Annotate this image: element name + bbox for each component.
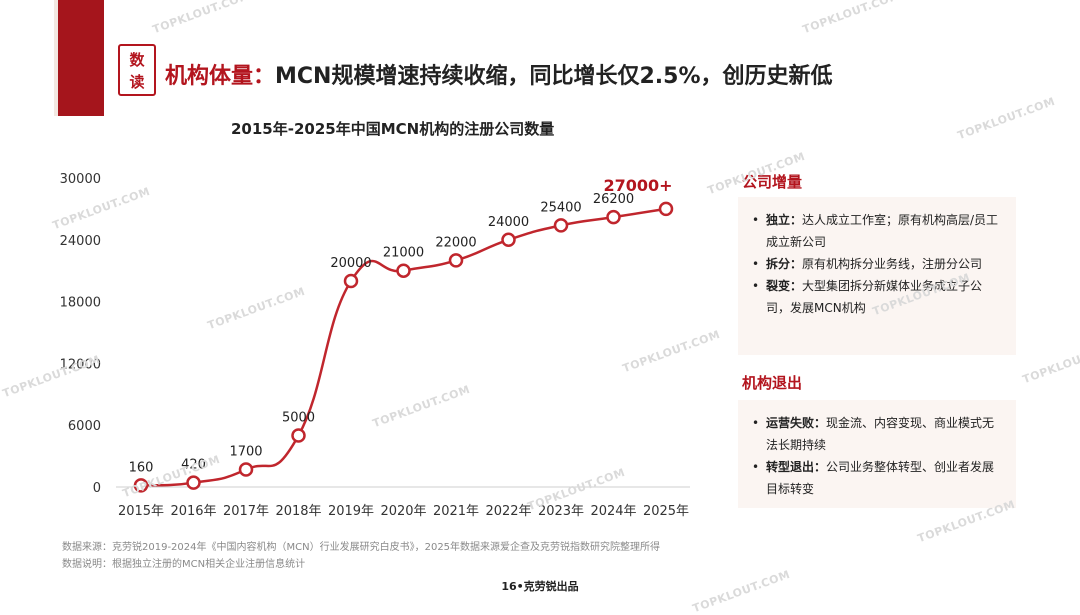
- x-tick-label: 2015年: [118, 504, 164, 519]
- data-point: [291, 428, 306, 443]
- exit-item-text: 现金流、内容变现、商业模式无法长期持续: [766, 416, 995, 452]
- watermark: TOPKLOUT.COM: [1020, 338, 1080, 387]
- increase-item: 拆分：原有机构拆分业务线，注册分公司: [752, 253, 1002, 275]
- increase-item-text: 达人成立工作室；原有机构高层/员工成立新公司: [766, 213, 999, 249]
- data-label: 24000: [488, 215, 529, 230]
- x-tick-label: 2022年: [485, 504, 531, 519]
- increase-item-text: 原有机构拆分业务线，注册分公司: [802, 257, 983, 271]
- increase-item: 独立：达人成立工作室；原有机构高层/员工成立新公司: [752, 209, 1002, 253]
- x-tick-label: 2021年: [433, 504, 479, 519]
- headline-text: MCN规模增速持续收缩，同比增长仅2.5%，创历史新低: [275, 64, 833, 89]
- watermark: TOPKLOUT.COM: [800, 0, 902, 37]
- header-accent-stripe: [54, 0, 58, 116]
- panel-increase: 独立：达人成立工作室；原有机构高层/员工成立新公司拆分：原有机构拆分业务线，注册…: [738, 197, 1016, 355]
- x-tick-label: 2023年: [538, 504, 584, 519]
- chart-title: 2015年-2025年中国MCN机构的注册公司数量: [231, 120, 555, 138]
- x-tick-label: 2018年: [275, 504, 321, 519]
- exit-item: 运营失败：现金流、内容变现、商业模式无法长期持续: [752, 412, 1002, 456]
- data-source-note: 数据来源：克劳锐2019-2024年《中国内容机构（MCN）行业发展研究白皮书》…: [62, 542, 661, 553]
- data-label: 1700: [229, 444, 262, 459]
- exit-item-text: 公司业务整体转型、创业者发展目标转变: [766, 460, 995, 496]
- x-tick-label: 2017年: [223, 504, 269, 519]
- x-tick-label: 2016年: [170, 504, 216, 519]
- data-point: [186, 475, 201, 490]
- data-label: 5000: [282, 411, 315, 426]
- data-label: 22000: [435, 235, 476, 250]
- increase-list: 独立：达人成立工作室；原有机构高层/员工成立新公司拆分：原有机构拆分业务线，注册…: [738, 197, 1016, 319]
- data-point: [448, 253, 464, 268]
- section-tag-line1: 数: [129, 51, 145, 69]
- panel-increase-title: 公司增量: [742, 173, 803, 191]
- header-accent-bar: [58, 0, 104, 116]
- page-headline: 机构体量：MCN规模增速持续收缩，同比增长仅2.5%，创历史新低: [165, 58, 832, 90]
- y-tick-label: 0: [93, 481, 101, 496]
- x-tick-label: 2020年: [380, 504, 426, 519]
- y-tick-label: 24000: [60, 234, 101, 249]
- increase-item-label: 拆分：: [766, 257, 803, 271]
- y-tick-label: 6000: [68, 419, 101, 434]
- exit-list: 运营失败：现金流、内容变现、商业模式无法长期持续转型退出：公司业务整体转型、创业…: [738, 400, 1016, 500]
- increase-item-label: 独立：: [766, 213, 803, 227]
- data-description-note: 数据说明：根据独立注册的MCN相关企业注册信息统计: [62, 559, 306, 570]
- x-tick-label: 2024年: [590, 504, 636, 519]
- exit-item: 转型退出：公司业务整体转型、创业者发展目标转变: [752, 456, 1002, 500]
- data-label: 25400: [540, 200, 581, 215]
- data-label: 21000: [383, 246, 424, 261]
- x-tick-label: 2019年: [328, 504, 374, 519]
- line-chart: 0 6000 12000 18000 24000 30000 2015年 2016年 2017年…: [60, 172, 690, 519]
- section-tag-line2: 读: [129, 73, 145, 91]
- headline-prefix: 机构体量：: [165, 64, 276, 89]
- data-label: 20000: [330, 256, 371, 271]
- section-tag: 数 读: [118, 44, 156, 96]
- watermark: TOPKLOUT.COM: [955, 94, 1057, 143]
- increase-item-text: 大型集团拆分新媒体业务成立子公司，发展MCN机构: [766, 279, 983, 315]
- data-point: [606, 209, 621, 225]
- data-label: 160: [129, 460, 154, 475]
- exit-item-label: 转型退出：: [766, 460, 827, 474]
- data-point: [343, 273, 359, 289]
- y-tick-label: 12000: [60, 357, 101, 372]
- panel-exit-title: 机构退出: [742, 374, 803, 392]
- page-footer: 16•克劳锐出品: [501, 580, 579, 593]
- data-label-highlight: 27000+: [603, 176, 672, 195]
- y-tick-label: 30000: [60, 172, 101, 187]
- data-point: [396, 263, 411, 278]
- data-point: [501, 232, 516, 248]
- increase-item-label: 裂变：: [766, 279, 803, 293]
- x-tick-label: 2025年: [643, 504, 689, 519]
- data-point: [133, 478, 149, 493]
- y-tick-label: 18000: [60, 296, 101, 311]
- data-label: 420: [181, 458, 206, 473]
- exit-item-label: 运营失败：: [766, 416, 827, 430]
- panel-exit: 运营失败：现金流、内容变现、商业模式无法长期持续转型退出：公司业务整体转型、创业…: [738, 400, 1016, 508]
- data-point: [238, 462, 254, 477]
- increase-item: 裂变：大型集团拆分新媒体业务成立子公司，发展MCN机构: [752, 275, 1002, 319]
- data-point: [553, 218, 569, 233]
- data-label: 26200: [593, 192, 634, 207]
- data-point: [658, 201, 674, 217]
